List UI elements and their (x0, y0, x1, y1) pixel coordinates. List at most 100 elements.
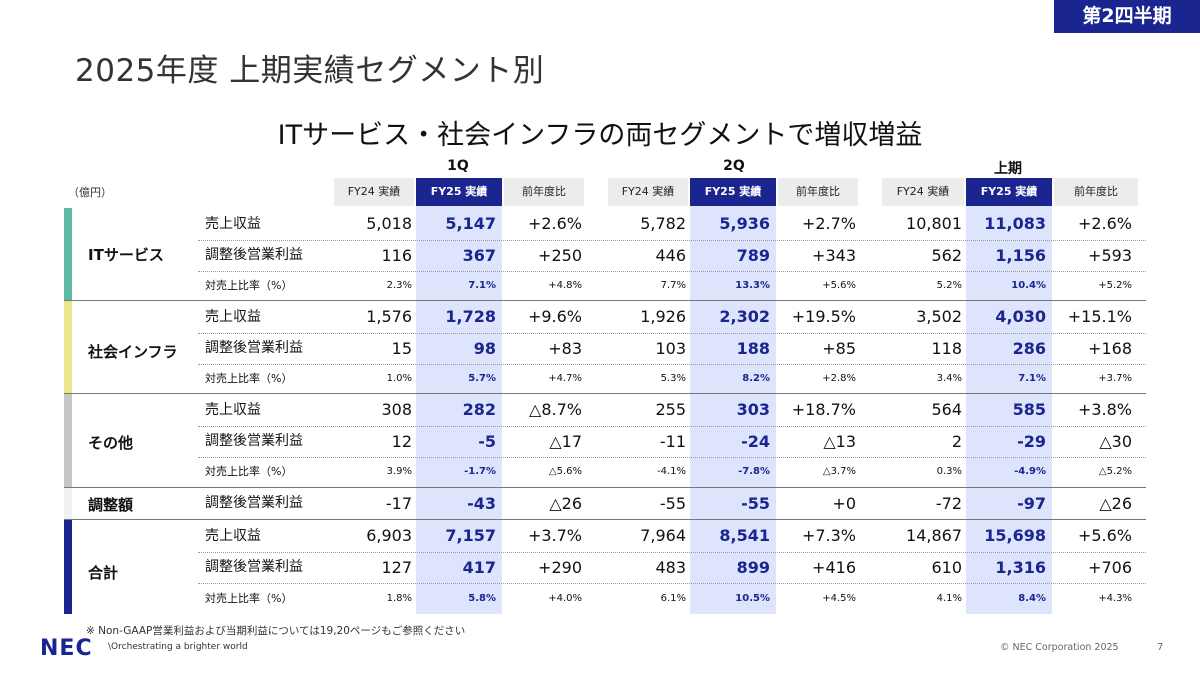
cell-value: 5,018 (366, 214, 412, 233)
cell-value: 10,801 (906, 214, 962, 233)
segment-bar-adjust (64, 488, 72, 519)
cell-value: 127 (381, 558, 412, 577)
cell-value: 1.8% (386, 593, 412, 604)
cell-value: 7.1% (1018, 373, 1046, 384)
cell-value: 2 (951, 432, 962, 451)
table-row: 売上収益 1,576 1,728 +9.6% 1,926 2,302 +19.5% 3,502… (0, 301, 1200, 333)
cell-value: 10.5% (735, 593, 770, 604)
cell-value: +168 (1088, 339, 1132, 358)
segment-adjust: 調整額 (88, 496, 134, 514)
cell-value: 4,030 (995, 307, 1046, 326)
cell-value: 116 (381, 246, 412, 265)
fy25-highlight-h1 (966, 178, 1052, 614)
cell-value: +4.0% (548, 593, 582, 604)
cell-value: 1,316 (995, 558, 1046, 577)
header-fy25-1q: FY25 実績 (416, 178, 502, 206)
page-title: 2025年度 上期実績セグメント別 (75, 53, 545, 89)
cell-value: +19.5% (791, 307, 856, 326)
cell-value: -4.9% (1014, 466, 1046, 477)
cell-value: △30 (1099, 432, 1132, 451)
row-label: 調整後営業利益 (205, 433, 303, 449)
row-divider (198, 240, 1146, 241)
table-row: 対売上比率（%） 1.8% 5.8% +4.0% 6.1% 10.5% +4.5% 4.1% 8… (0, 583, 1200, 614)
nec-logo: NEC (40, 636, 93, 661)
separator-line (64, 487, 1146, 488)
cell-value: -97 (1017, 494, 1046, 513)
cell-value: 5.3% (660, 373, 686, 384)
cell-value: -55 (659, 494, 686, 513)
cell-value: +9.6% (527, 307, 582, 326)
table-row: 対売上比率（%） 2.3% 7.1% +4.8% 7.7% 13.3% +5.6% 5.2% 1… (0, 271, 1200, 300)
header-yoy-2q: 前年度比 (778, 178, 858, 206)
row-label: 調整後営業利益 (205, 495, 303, 511)
cell-value: 2,302 (719, 307, 770, 326)
cell-value: +4.8% (548, 280, 582, 291)
separator-line (64, 519, 1146, 520)
row-label: 売上収益 (205, 528, 261, 544)
segment-it: ITサービス (88, 246, 164, 264)
table-row: 調整後営業利益 -17 -43 △26 -55 -55 +0 -72 -97 △26 (0, 488, 1200, 519)
cell-value: 10.4% (1011, 280, 1046, 291)
cell-value: 7.7% (660, 280, 686, 291)
period-2q: 2Q (723, 158, 745, 174)
cell-value: 3.4% (936, 373, 962, 384)
row-divider (198, 552, 1146, 553)
cell-value: △5.6% (548, 466, 582, 477)
row-divider (198, 583, 1146, 584)
cell-value: 4.1% (936, 593, 962, 604)
cell-value: 14,867 (906, 526, 962, 545)
cell-value: +4.5% (822, 593, 856, 604)
cell-value: △3.7% (822, 466, 856, 477)
header-fy25-h1: FY25 実績 (966, 178, 1052, 206)
cell-value: -4.1% (656, 466, 686, 477)
header-fy25-2q: FY25 実績 (690, 178, 776, 206)
quarter-badge: 第2四半期 (1054, 0, 1200, 33)
cell-value: +416 (812, 558, 856, 577)
fy25-highlight-1q (416, 178, 502, 614)
tagline: \Orchestrating a brighter world (108, 642, 248, 652)
separator-line (64, 393, 1146, 394)
table-row: 調整後営業利益 12 -5 △17 -11 -24 △13 2 -29 △30 (0, 426, 1200, 457)
cell-value: -5 (478, 432, 496, 451)
segment-infra: 社会インフラ (88, 343, 178, 361)
row-divider (198, 364, 1146, 365)
cell-value: +7.3% (801, 526, 856, 545)
cell-value: +4.7% (548, 373, 582, 384)
copyright: © NEC Corporation 2025 (1000, 642, 1119, 653)
header-yoy-1q: 前年度比 (504, 178, 584, 206)
row-divider (198, 426, 1146, 427)
cell-value: +2.6% (527, 214, 582, 233)
cell-value: 610 (931, 558, 962, 577)
row-label: 調整後営業利益 (205, 340, 303, 356)
cell-value: 899 (736, 558, 770, 577)
cell-value: 6,903 (366, 526, 412, 545)
cell-value: -29 (1017, 432, 1046, 451)
cell-value: 7.1% (468, 280, 496, 291)
unit-label: （億円） (68, 186, 112, 199)
cell-value: 5,782 (640, 214, 686, 233)
cell-value: 282 (462, 400, 496, 419)
table-row: 調整後営業利益 15 98 +83 103 188 +85 118 286 +168 (0, 333, 1200, 364)
table-row: 売上収益 5,018 5,147 +2.6% 5,782 5,936 +2.7% 10,801… (0, 208, 1200, 240)
segment-other: その他 (88, 434, 134, 452)
cell-value: +2.8% (822, 373, 856, 384)
cell-value: 103 (655, 339, 686, 358)
separator-line (64, 300, 1146, 301)
cell-value: △5.2% (1098, 466, 1132, 477)
cell-value: 1,576 (366, 307, 412, 326)
cell-value: -11 (659, 432, 686, 451)
row-divider (198, 333, 1146, 334)
cell-value: 446 (655, 246, 686, 265)
row-label: 調整後営業利益 (205, 247, 303, 263)
cell-value: 483 (655, 558, 686, 577)
header-yoy-h1: 前年度比 (1054, 178, 1138, 206)
cell-value: 789 (736, 246, 770, 265)
table-row: 調整後営業利益 116 367 +250 446 789 +343 562 1,156 +593 (0, 240, 1200, 271)
segment-bar-other (64, 394, 72, 487)
cell-value: 6.1% (660, 593, 686, 604)
cell-value: 188 (736, 339, 770, 358)
cell-value: +250 (538, 246, 582, 265)
cell-value: 562 (931, 246, 962, 265)
cell-value: 15 (391, 339, 412, 358)
cell-value: +290 (538, 558, 582, 577)
